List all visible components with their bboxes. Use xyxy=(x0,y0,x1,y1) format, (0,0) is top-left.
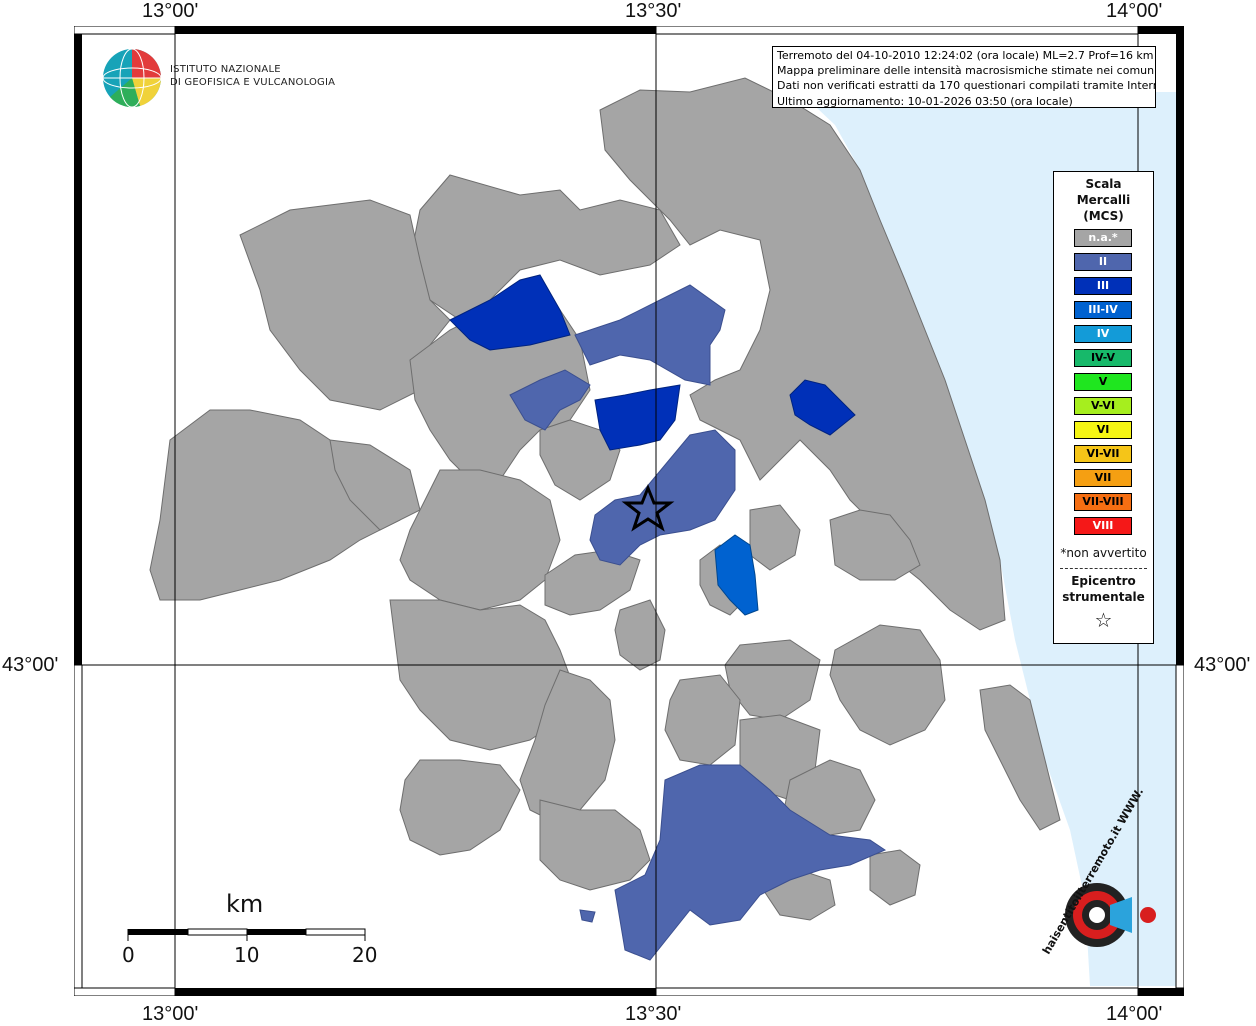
legend-item: VIII xyxy=(1074,517,1132,535)
watermark-logo-icon xyxy=(1065,883,1156,947)
event-info-line: Ultimo aggiornamento: 10-01-2026 03:50 (… xyxy=(777,94,1073,108)
legend-separator xyxy=(1060,568,1147,569)
institute-name-line1: ISTITUTO NAZIONALE xyxy=(170,64,281,75)
legend-item: VI xyxy=(1074,421,1132,439)
epicenter-legend-star-icon: ☆ xyxy=(1094,608,1113,632)
municipalities-mcs-ii xyxy=(509,284,887,961)
legend-item: III-IV xyxy=(1074,301,1132,319)
legend-item: VII-VIII xyxy=(1074,493,1132,511)
coord-bottom-1330: 13°30' xyxy=(625,1003,682,1025)
legend-item: IV-V xyxy=(1074,349,1132,367)
institute-name: ISTITUTO NAZIONALE DI GEOFISICA E VULCAN… xyxy=(170,63,335,89)
legend-title: Scala Mercalli (MCS) xyxy=(1054,176,1153,224)
mcs-legend: Scala Mercalli (MCS) n.a.* II III III-IV IV I… xyxy=(1053,171,1154,644)
ingv-globe-icon xyxy=(102,48,162,108)
legend-note: *non avvertito xyxy=(1060,546,1147,560)
scale-bar xyxy=(127,928,366,941)
event-info-line: Terremoto del 04-10-2010 12:24:02 (ora l… xyxy=(777,49,1154,62)
event-info-box: Terremoto del 04-10-2010 12:24:02 (ora l… xyxy=(772,46,1156,108)
coord-bottom-1300: 13°00' xyxy=(142,1003,199,1025)
legend-item: VII xyxy=(1074,469,1132,487)
scale-bar-tick-label: 10 xyxy=(234,943,260,967)
legend-item: II xyxy=(1074,253,1132,271)
coord-top-1330: 13°30' xyxy=(625,0,682,22)
epicenter-star-icon xyxy=(621,483,675,532)
municipalities-mcs-iii xyxy=(449,274,856,451)
coord-top-1300: 13°00' xyxy=(142,0,199,22)
legend-item: IV xyxy=(1074,325,1132,343)
epicenter-legend-line: strumentale xyxy=(1062,590,1145,604)
coord-right-4300: 43°00' xyxy=(1194,654,1251,676)
legend-item: n.a.* xyxy=(1074,229,1132,247)
institute-name-line2: DI GEOFISICA E VULCANOLOGIA xyxy=(170,77,336,88)
legend-title-line: (MCS) xyxy=(1083,209,1124,223)
legend-item: VI-VII xyxy=(1074,445,1132,463)
municipalities-not-available xyxy=(149,77,1061,921)
map-border xyxy=(74,26,1184,996)
epicenter-legend-line: Epicentro xyxy=(1071,574,1136,588)
legend-item: V xyxy=(1074,373,1132,391)
legend-item: III xyxy=(1074,277,1132,295)
legend-item: V-VI xyxy=(1074,397,1132,415)
coord-left-4300: 43°00' xyxy=(2,654,59,676)
municipalities-mcs-iii-iv xyxy=(714,534,759,616)
legend-title-line: Scala xyxy=(1085,177,1122,191)
coord-top-1400: 14°00' xyxy=(1106,0,1163,22)
scale-bar-unit: km xyxy=(226,890,264,918)
event-info-line: Dati non verificati estratti da 170 ques… xyxy=(777,79,1156,93)
scale-bar-tick-label: 0 xyxy=(122,943,135,967)
intensity-map xyxy=(74,26,1184,996)
event-info-line: Mappa preliminare delle intensità macros… xyxy=(777,64,1156,78)
legend-title-line: Mercalli xyxy=(1076,193,1131,207)
scale-bar-tick-label: 20 xyxy=(352,943,378,967)
coord-bottom-1400: 14°00' xyxy=(1106,1003,1163,1025)
epicenter-legend-title: Epicentro strumentale xyxy=(1054,573,1153,605)
